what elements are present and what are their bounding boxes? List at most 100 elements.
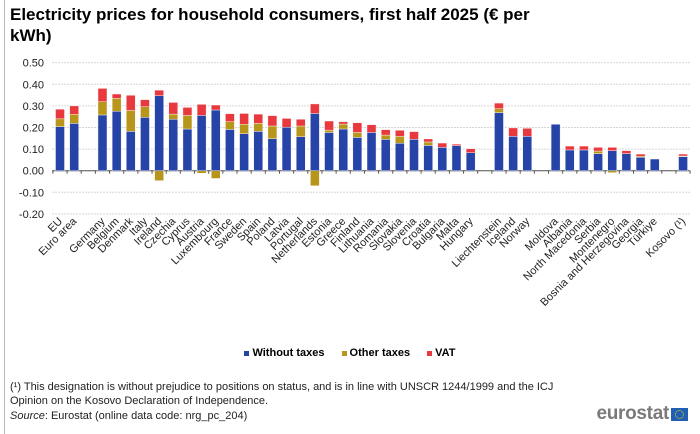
bar-segment-vat [310, 103, 320, 114]
eu-flag-icon [671, 407, 688, 421]
bar-segment-without-taxes [409, 139, 419, 171]
bar-segment-vat [267, 115, 278, 127]
bar-segment-other-taxes [154, 170, 164, 181]
bar-segment-vat [366, 124, 377, 133]
bar-segment-without-taxes [366, 132, 377, 171]
bar-segment-other-taxes [352, 132, 363, 138]
bar-segment-vat [111, 93, 122, 99]
legend-swatch-without-taxes [244, 350, 250, 356]
chart-title: Electricity prices for household consume… [10, 5, 530, 45]
footnote: (¹) This designation is without prejudic… [10, 381, 554, 407]
bar-segment-other-taxes [55, 118, 65, 127]
bar-segment-without-taxes [281, 127, 292, 171]
bar-segment-vat [508, 127, 518, 137]
bar-segment-without-taxes [550, 124, 561, 171]
bar-segment-other-taxes [140, 106, 150, 118]
bar-segment-other-taxes [239, 124, 249, 134]
bar-segment-other-taxes [182, 115, 193, 130]
bar-segment-other-taxes [310, 170, 320, 187]
bar-segment-vat [211, 104, 221, 111]
bar-segment-vat [565, 145, 575, 151]
bar-segment-without-taxes [267, 138, 278, 171]
bar-segment-without-taxes [324, 132, 334, 171]
bar-segment-other-taxes [97, 101, 108, 116]
bar-segment-vat [522, 128, 532, 137]
bar-segment-other-taxes [380, 134, 391, 140]
bar-segment-without-taxes [196, 115, 207, 171]
bar-segment-without-taxes [593, 153, 603, 171]
bar-segment-vat [55, 108, 65, 120]
bar-segment-other-taxes [168, 113, 178, 120]
y-tick-label: 0.20 [23, 123, 44, 135]
bar-segment-other-taxes [211, 170, 221, 179]
bar-segment-vat [140, 99, 150, 107]
bar-segment-vat [324, 120, 334, 131]
bar-segment-vat [225, 113, 235, 122]
bar-segment-without-taxes [97, 114, 108, 171]
bar-segment-vat [621, 150, 632, 154]
source-text: : Eurostat (online data code: nrg_pc_204… [44, 410, 248, 422]
bar-segment-without-taxes [296, 136, 306, 171]
bar-segment-without-taxes [437, 147, 448, 171]
bar-segment-without-taxes [508, 136, 518, 171]
bar-segment-other-taxes [126, 110, 136, 132]
eurostat-logo: eurostat [596, 403, 688, 425]
legend-item-vat: VAT [427, 347, 456, 359]
bar-segment-vat [593, 147, 603, 152]
y-tick-label: -0.10 [19, 187, 44, 199]
bar-segment-vat [380, 129, 391, 136]
bar-segment-without-taxes [494, 112, 504, 171]
bar-segment-vat [338, 121, 348, 125]
bar-segment-vat [196, 104, 207, 116]
bar-segment-without-taxes [55, 126, 65, 171]
legend-swatch-vat [427, 350, 433, 356]
bar-segment-vat [154, 89, 164, 96]
bar-segment-without-taxes [338, 128, 348, 171]
bar-segment-without-taxes [310, 113, 320, 171]
y-tick-label: 0.40 [23, 79, 44, 91]
logo-text: eurostat [596, 403, 669, 424]
bar-segment-vat [579, 145, 589, 151]
bar-segment-without-taxes [154, 95, 164, 171]
bar-segment-without-taxes [565, 149, 575, 171]
bar-segment-without-taxes [126, 131, 136, 171]
bar-segment-other-taxes [324, 129, 334, 133]
source-label: Source [10, 410, 45, 422]
bar-segment-without-taxes [607, 150, 617, 171]
bar-segment-without-taxes [621, 153, 632, 171]
bar-segment-other-taxes [196, 170, 207, 174]
bar-segment-other-taxes [423, 141, 433, 146]
bar-segment-vat [678, 153, 688, 157]
legend-label: VAT [435, 347, 456, 359]
bar-segment-without-taxes [111, 111, 122, 171]
bar-segment-other-taxes [296, 125, 306, 137]
footer-notes: (¹) This designation is without prejudic… [10, 381, 590, 424]
bar-segment-vat [352, 122, 363, 133]
bar-segment-without-taxes [465, 152, 476, 171]
bar-segment-other-taxes [395, 136, 405, 144]
bar-segment-other-taxes [593, 150, 603, 154]
bar-segment-vat [437, 142, 448, 148]
bar-segment-without-taxes [69, 123, 79, 171]
bar-segment-other-taxes [267, 125, 278, 139]
legend-label: Without taxes [252, 347, 325, 359]
bar-segment-without-taxes [182, 128, 193, 171]
bar-segment-without-taxes [239, 133, 249, 171]
bar-segment-other-taxes [607, 170, 617, 173]
bar-segment-vat [182, 107, 193, 116]
bar-segment-without-taxes [140, 117, 150, 171]
bar-segment-vat [168, 102, 178, 115]
y-tick-label: 0.10 [23, 144, 44, 156]
bar-segment-without-taxes [225, 129, 235, 171]
bar-segment-vat [635, 153, 646, 157]
bar-segment-without-taxes [168, 119, 178, 171]
bar-segment-without-taxes [211, 109, 221, 171]
bar-segment-other-taxes [111, 98, 122, 112]
bar-segment-without-taxes [451, 145, 462, 171]
legend-label: Other taxes [349, 347, 411, 359]
bar-segment-vat [296, 119, 306, 127]
bar-segment-without-taxes [635, 157, 646, 171]
bar-segment-vat [451, 143, 462, 146]
bar-segment-other-taxes [494, 108, 504, 113]
bar-segment-without-taxes [352, 137, 363, 171]
